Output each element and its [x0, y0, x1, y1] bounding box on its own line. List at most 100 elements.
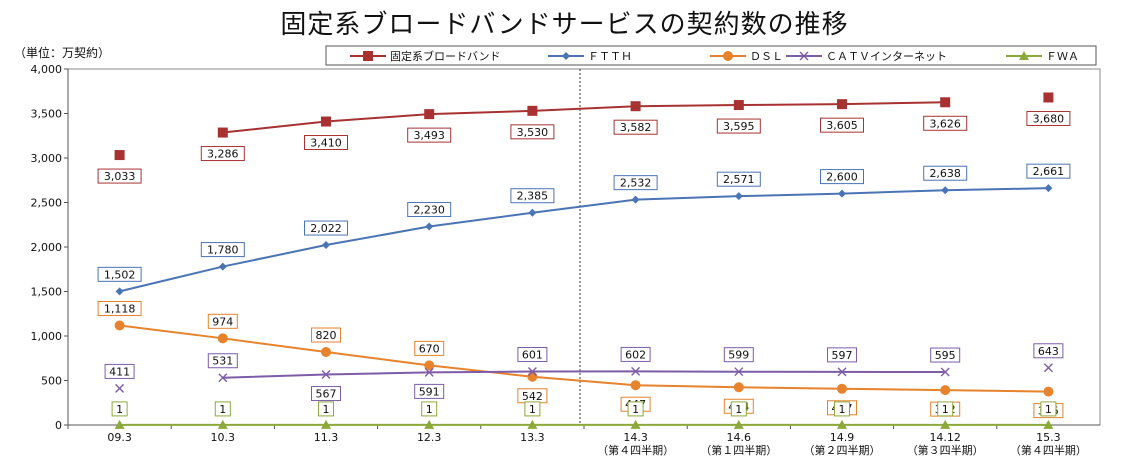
data-point: [940, 367, 950, 377]
data-point-stroke: [527, 367, 537, 377]
data-point: [837, 99, 847, 110]
x-tick-label: 15.3: [1036, 431, 1061, 444]
data-label: 1: [529, 403, 536, 416]
data-label-box: [620, 346, 651, 362]
data-label: 3,493: [413, 129, 445, 142]
data-label-box: [414, 383, 445, 399]
x-tick-label: 14.3: [623, 431, 648, 444]
data-label: 1: [942, 403, 949, 416]
x-tick-sublabel: （第４四半期）: [1010, 443, 1087, 457]
data-point: [363, 51, 373, 61]
data-label: 542: [522, 390, 543, 403]
data-point: [115, 287, 124, 296]
legend-entry: ＦＷＡ: [1046, 50, 1079, 63]
data-point: [630, 101, 641, 112]
data-label-box: [311, 386, 341, 402]
data-point: [321, 347, 331, 358]
data-point-stroke: [424, 367, 434, 377]
series-line: [119, 187, 1049, 293]
data-label-box: [1026, 110, 1071, 126]
chart-title: 固定系ブロードバンドサービスの契約数の推移: [280, 10, 849, 40]
data-label-box: [97, 266, 142, 282]
data-label-box: [407, 202, 452, 218]
data-point: [734, 192, 743, 201]
data-point: [733, 382, 744, 393]
data-label-box: [200, 242, 245, 258]
data-point-stroke: [115, 383, 125, 393]
data-label: 1: [839, 403, 846, 416]
data-point: [1043, 386, 1054, 397]
series-line: [119, 324, 1049, 393]
data-label-box: [524, 401, 541, 417]
data-label-box: [104, 363, 135, 379]
data-label: 1: [1045, 403, 1052, 416]
data-point: [940, 419, 951, 429]
legend-entry: ＣＡＴＶインターネット: [826, 50, 947, 63]
y-tick-label: 2,000: [31, 241, 63, 254]
data-point: [941, 186, 950, 195]
data-point: [321, 370, 331, 380]
data-label: 2,600: [826, 171, 858, 184]
data-point: [630, 380, 641, 391]
data-label-box: [304, 135, 348, 151]
data-point-stroke: [734, 367, 744, 377]
y-tick-label: 3,000: [31, 152, 63, 165]
data-point: [1043, 92, 1054, 103]
data-point: [631, 195, 640, 204]
data-label-box: [627, 401, 644, 417]
data-label-box: [510, 124, 555, 140]
data-label-box: [111, 401, 128, 417]
data-label-box: [421, 401, 438, 417]
data-point: [733, 419, 744, 429]
data-point: [837, 419, 847, 429]
y-tick-label: 1,000: [31, 330, 63, 343]
data-point: [424, 109, 435, 120]
x-tick-sublabel: （第３四半期）: [907, 443, 984, 457]
data-label-box: [716, 118, 761, 134]
data-label: 2,230: [413, 204, 445, 217]
data-label: 531: [212, 355, 233, 368]
data-label: 2,661: [1033, 165, 1065, 178]
data-label-box: [414, 340, 445, 356]
data-label-box: [827, 347, 857, 363]
data-label: 3,626: [929, 117, 961, 130]
data-point: [527, 371, 538, 382]
data-point-stroke: [218, 373, 228, 383]
unit-label: （単位：万契約）: [14, 46, 111, 60]
x-tick-sublabel: （第４四半期）: [597, 443, 674, 457]
data-point: [940, 97, 951, 108]
data-point-stroke: [799, 51, 809, 61]
data-label: 643: [1038, 345, 1059, 358]
data-label-box: [730, 401, 747, 417]
data-label-box: [923, 115, 968, 131]
data-label: 1,118: [104, 302, 136, 315]
data-point: [115, 383, 125, 393]
y-tick-label: 3,500: [31, 108, 63, 121]
y-tick-label: 2,500: [31, 197, 63, 210]
data-label-box: [820, 117, 864, 133]
data-label: 411: [109, 365, 130, 378]
data-point: [1043, 419, 1054, 429]
data-label-box: [311, 327, 341, 343]
data-label: 670: [419, 342, 440, 355]
data-point: [631, 366, 641, 376]
data-label-box: [97, 300, 142, 316]
data-point-stroke: [321, 370, 331, 380]
legend-entry: ＤＳＬ: [750, 50, 783, 63]
data-point: [114, 150, 125, 161]
data-label: 601: [522, 349, 543, 362]
data-point: [837, 367, 847, 377]
y-tick-label: 4,000: [31, 63, 63, 76]
data-label: 3,286: [207, 148, 239, 161]
data-point: [321, 419, 331, 429]
data-label-box: [318, 401, 334, 417]
x-tick-label: 14.12: [929, 431, 961, 444]
data-label-box: [716, 171, 761, 187]
data-label: 3,033: [104, 170, 136, 183]
data-point: [1019, 51, 1029, 60]
data-label: 599: [728, 349, 749, 362]
data-label: 1: [116, 403, 123, 416]
data-label-box: [97, 168, 142, 184]
data-point: [630, 419, 641, 429]
